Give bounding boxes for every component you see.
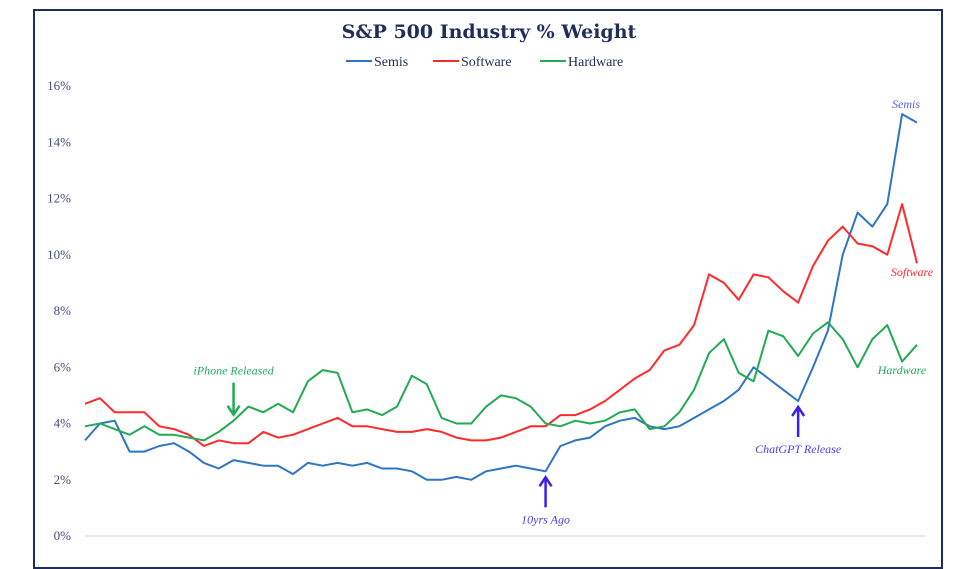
y-axis: 0% 2% 4% 6% 8% 10% 12% 14% 16% xyxy=(47,78,71,540)
annotations: iPhone Released 10yrs Ago ChatGPT Release S… xyxy=(193,97,933,526)
y-tick-label: 2% xyxy=(54,472,72,487)
y-tick-label: 4% xyxy=(54,416,72,431)
y-tick-label: 8% xyxy=(54,303,72,318)
series-end-label: Hardware xyxy=(877,363,927,377)
series-end-label: Semis xyxy=(892,97,920,111)
y-tick-label: 10% xyxy=(47,247,71,262)
legend-label: Semis xyxy=(374,55,408,70)
y-tick-label: 0% xyxy=(54,528,72,540)
series-line-semis xyxy=(84,113,918,481)
annotation-label: ChatGPT Release xyxy=(755,442,842,456)
series-lines xyxy=(84,113,918,481)
chart-title: S&P 500 Industry % Weight xyxy=(342,21,637,43)
y-tick-label: 6% xyxy=(54,359,72,374)
arrow-head-icon xyxy=(791,404,806,417)
legend-label: Software xyxy=(461,55,512,70)
y-tick-label: 12% xyxy=(47,191,71,206)
annotation-label: iPhone Released xyxy=(193,364,274,378)
series-end-label: Software xyxy=(891,265,934,279)
annotation-label: 10yrs Ago xyxy=(521,512,570,526)
y-tick-label: 14% xyxy=(47,134,71,149)
y-tick-label: 16% xyxy=(47,78,71,93)
legend-label: Hardware xyxy=(568,55,623,70)
series-line-software xyxy=(84,203,918,447)
series-line-hardware xyxy=(84,321,918,442)
legend: Semis Software Hardware xyxy=(346,55,623,70)
arrow-head-icon xyxy=(538,475,553,488)
arrow-head-icon xyxy=(226,404,241,417)
line-chart: S&P 500 Industry % Weight Semis Software H… xyxy=(47,21,934,540)
